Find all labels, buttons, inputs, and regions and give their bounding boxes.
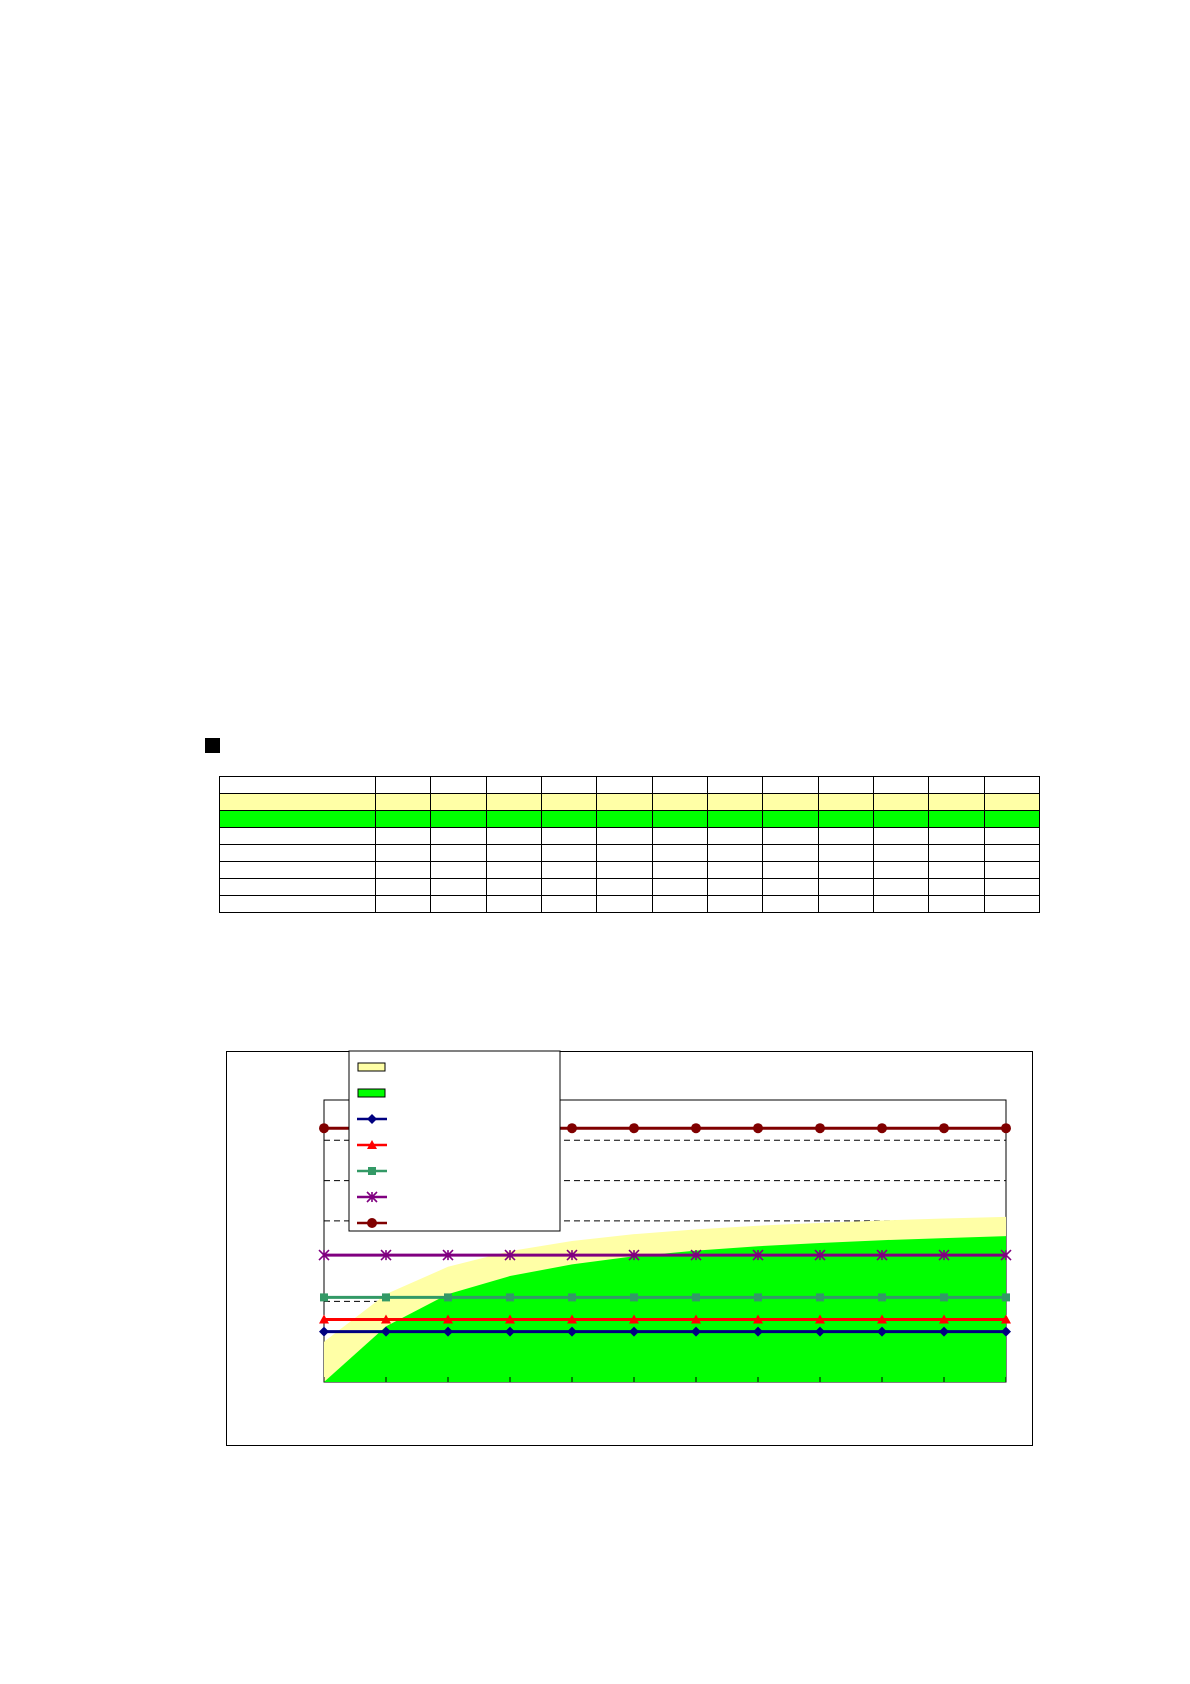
series-marker (382, 1293, 390, 1302)
series-marker (504, 1249, 516, 1261)
series-marker (1002, 1293, 1010, 1302)
series-marker (319, 1314, 329, 1324)
series-marker (444, 1293, 452, 1302)
series-marker (506, 1293, 514, 1302)
series-marker (1001, 1123, 1011, 1134)
series-marker (752, 1249, 764, 1261)
series-marker (877, 1314, 887, 1324)
series-marker (816, 1293, 824, 1302)
table-row (219, 810, 1041, 828)
series-marker (938, 1249, 950, 1261)
series-marker (939, 1326, 949, 1337)
table-row (219, 776, 1041, 794)
series-marker (815, 1326, 825, 1337)
series-marker (381, 1326, 391, 1337)
table-cell (983, 895, 1041, 913)
series-marker (939, 1314, 949, 1324)
series-marker (566, 1249, 578, 1261)
legend-swatch-yellow (357, 1062, 386, 1072)
series-marker (319, 1326, 329, 1337)
series-marker (691, 1123, 701, 1134)
series-marker (878, 1293, 886, 1302)
series-marker (366, 1191, 378, 1203)
series-marker (753, 1123, 763, 1134)
series-marker (814, 1249, 826, 1261)
series-marker (367, 1218, 377, 1228)
series-marker (629, 1314, 639, 1324)
series-marker (1001, 1314, 1011, 1324)
series-marker (1000, 1249, 1012, 1261)
series-marker (753, 1314, 763, 1324)
series-marker (939, 1123, 949, 1134)
series-marker (754, 1293, 762, 1302)
series-marker (877, 1123, 887, 1134)
series-marker (691, 1314, 701, 1324)
series-marker (630, 1293, 638, 1302)
data-table (219, 776, 1041, 913)
series-marker (690, 1249, 702, 1261)
series-marker (629, 1123, 639, 1134)
legend-swatch-green (357, 1088, 386, 1098)
series-marker (815, 1123, 825, 1134)
series-marker (367, 1114, 377, 1124)
area-series-green (324, 1236, 1006, 1382)
series-marker (691, 1326, 701, 1337)
series-marker (320, 1293, 328, 1302)
series-marker (567, 1123, 577, 1134)
series-marker (567, 1326, 577, 1337)
legend-box (348, 1050, 561, 1232)
series-marker (877, 1326, 887, 1337)
series-marker (753, 1326, 763, 1337)
chart-frame (226, 1051, 1033, 1446)
series-marker (443, 1314, 453, 1324)
series-marker (692, 1293, 700, 1302)
series-marker (940, 1293, 948, 1302)
series-marker (567, 1314, 577, 1324)
table-row (219, 861, 1041, 879)
table-row (219, 895, 1041, 913)
series-marker (815, 1314, 825, 1324)
series-marker (318, 1249, 330, 1261)
section-bullet-square (205, 738, 220, 753)
table-row (219, 844, 1041, 862)
series-marker (568, 1293, 576, 1302)
series-marker (381, 1314, 391, 1324)
series-marker (319, 1123, 329, 1134)
series-marker (629, 1326, 639, 1337)
series-marker (505, 1326, 515, 1337)
series-marker (368, 1167, 376, 1175)
series-marker (367, 1140, 377, 1149)
series-marker (380, 1249, 392, 1261)
series-marker (1001, 1326, 1011, 1337)
series-marker (505, 1314, 515, 1324)
table-row (219, 827, 1041, 845)
series-marker (443, 1326, 453, 1337)
series-marker (876, 1249, 888, 1261)
series-marker (628, 1249, 640, 1261)
series-marker (442, 1249, 454, 1261)
